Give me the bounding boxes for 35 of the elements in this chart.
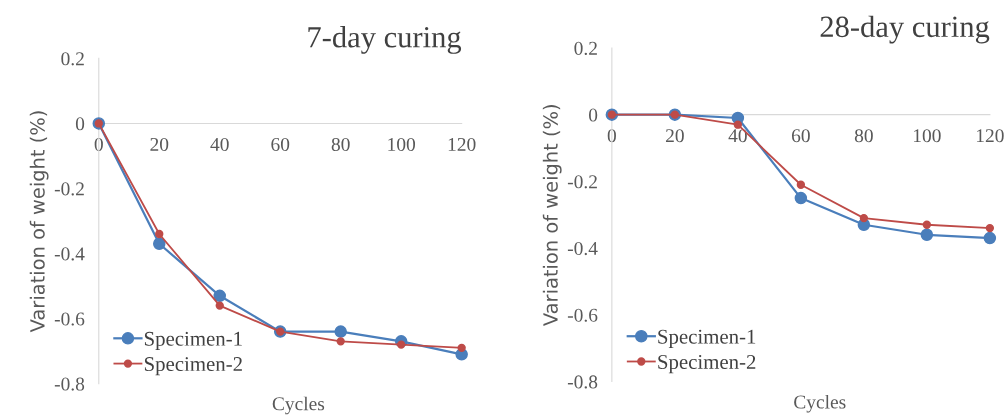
chart-title: 28-day curing [820,15,990,44]
x-tick-label: 60 [791,129,810,143]
y-tick-label: 0 [588,108,598,122]
x-tick-label: 60 [271,137,290,151]
x-tick-label: 40 [210,137,229,151]
y-tick-label: -0.8 [567,375,598,389]
x-tick-label: 20 [150,137,169,151]
y-tick-label: 0 [75,117,85,131]
y-axis-title: Variation of weight (%) [542,105,562,326]
y-axis-title: Variation of weight (%) [29,111,49,333]
legend-label: Specimen-2 [144,357,242,376]
x-tick-label: 80 [331,137,350,151]
x-tick-label: 100 [913,129,941,143]
x-tick-label: 120 [976,129,1004,143]
legend-label: Specimen-2 [658,354,756,374]
x-axis-title: Cycles [794,394,846,413]
x-tick-label: 100 [388,137,416,151]
y-tick-label: -0.2 [567,175,597,189]
x-tick-label: 0 [607,129,616,143]
y-tick-label: 0.2 [574,41,597,55]
x-tick-label: 0 [94,137,103,151]
y-tick-label: -0.6 [567,308,598,322]
x-tick-label: 20 [665,129,684,143]
x-tick-label: 80 [854,129,873,143]
legend-label: Specimen-1 [144,331,242,351]
y-tick-label: 0.2 [61,52,84,66]
y-tick-label: -0.8 [54,377,85,391]
x-axis-title: Cycles [272,396,325,415]
y-tick-label: -0.4 [567,241,598,256]
y-tick-label: -0.4 [54,247,85,261]
legend-label: Specimen-1 [658,329,756,348]
y-tick-label: -0.6 [54,312,85,326]
chart-title: 7-day curing [308,26,462,54]
x-tick-label: 120 [448,137,476,151]
y-tick-label: -0.2 [54,182,84,196]
